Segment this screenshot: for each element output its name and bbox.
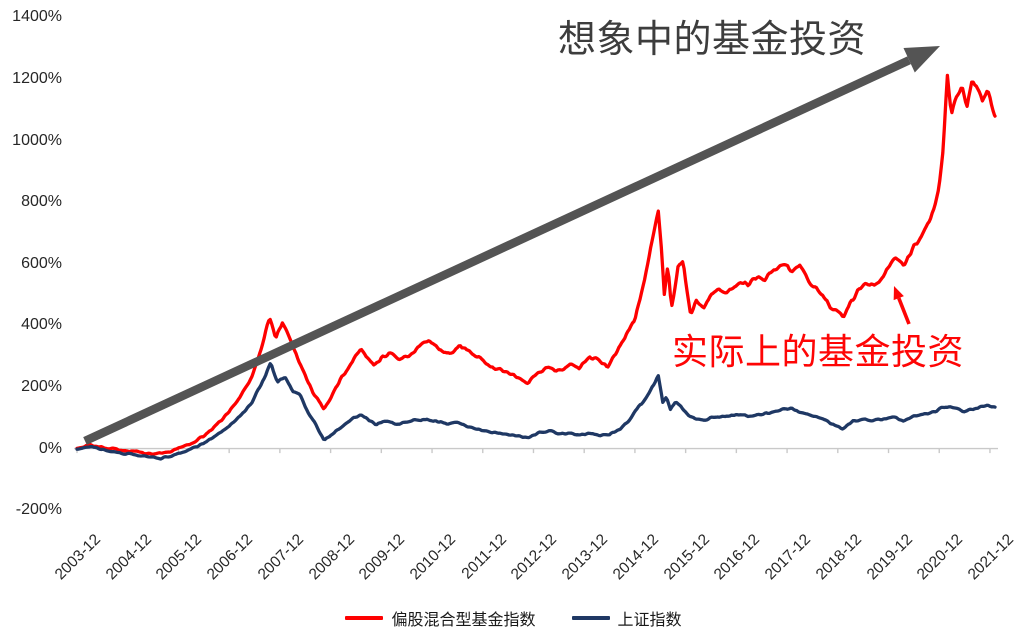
y-axis-label: 1200% (12, 70, 62, 87)
y-axis-label: 400% (21, 316, 62, 334)
legend-item: 上证指数 (571, 606, 682, 630)
imagined-trend-arrow-shaft (83, 56, 911, 445)
legend: 偏股混合型基金指数 上证指数 (0, 606, 1027, 630)
series-line-fund-index (75, 73, 997, 456)
y-axis-label: 600% (21, 254, 62, 272)
y-axis-label: 800% (21, 193, 62, 211)
legend-line-marker-icon (571, 616, 610, 620)
legend-label: 上证指数 (617, 612, 682, 629)
actual-pointer-arrow-shaft (897, 297, 911, 325)
y-axis-label: 0% (38, 439, 62, 457)
y-axis-label: 1000% (12, 131, 62, 149)
legend-item: 偏股混合型基金指数 (345, 606, 536, 630)
annotation-actual-investment: 实际上的基金投资 (672, 331, 965, 372)
y-axis-label: 1400% (12, 8, 62, 26)
actual-pointer-arrow-head-icon (893, 286, 904, 301)
legend-line-marker-icon (345, 616, 384, 620)
y-axis-label: -200% (15, 501, 62, 519)
series-line-sse-index (75, 362, 997, 461)
y-axis-label: 200% (21, 378, 62, 395)
legend-label: 偏股混合型基金指数 (391, 612, 536, 629)
annotation-imagined-investment: 想象中的基金投资 (558, 19, 867, 61)
imagined-trend-arrow-head-icon (903, 46, 940, 73)
